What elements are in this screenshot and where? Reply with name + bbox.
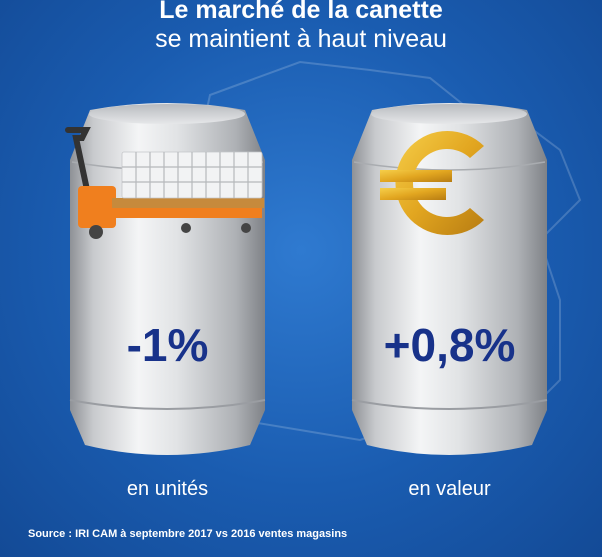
units-label: en unités <box>126 478 209 500</box>
units-value: -1% <box>126 319 209 371</box>
euro-icon <box>380 131 484 235</box>
page-title: Le marché de la canette <box>159 0 443 24</box>
value-value: +0,8% <box>383 319 516 371</box>
pallet-truck-icon <box>65 127 264 239</box>
value-label: en valeur <box>408 478 491 500</box>
header: Le marché de la canette se maintient à h… <box>0 0 602 54</box>
page-subtitle: se maintient à haut niveau <box>155 25 447 53</box>
source-note: Source : IRI CAM à septembre 2017 vs 201… <box>28 528 348 540</box>
